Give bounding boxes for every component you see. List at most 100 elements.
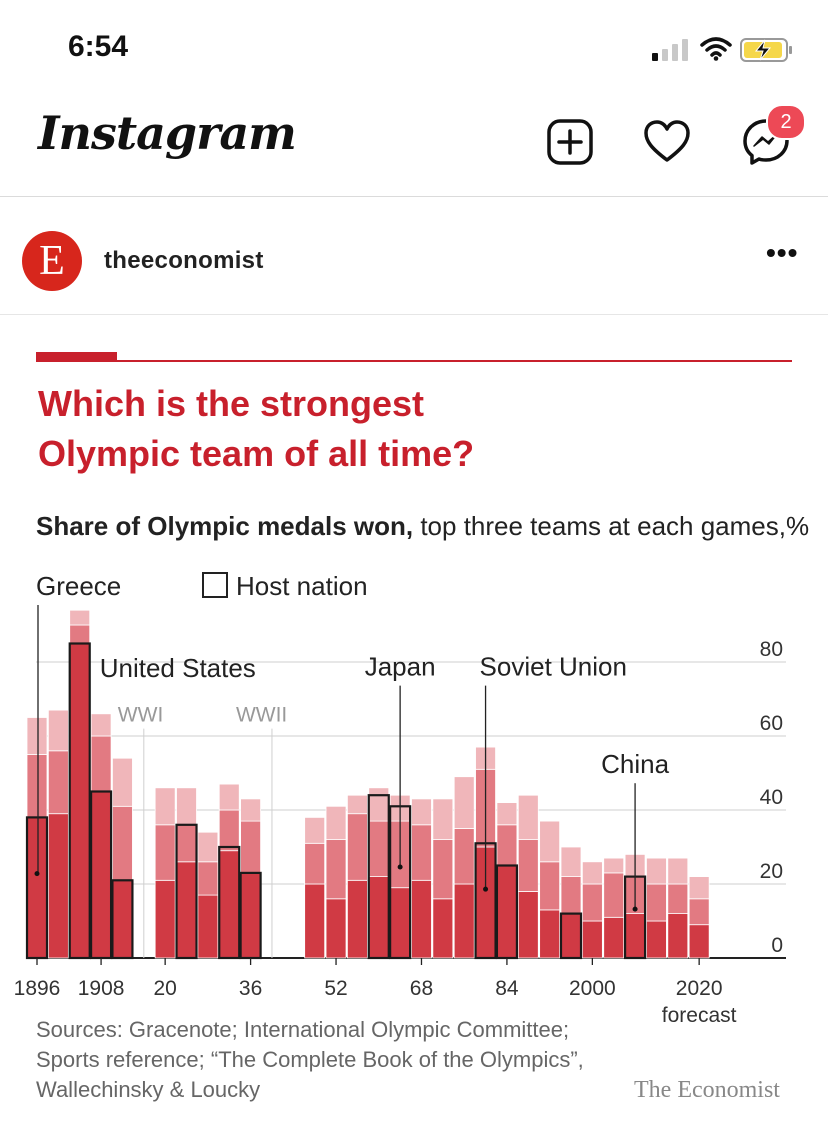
- bar-segment: [389, 887, 411, 959]
- bar-segment: [346, 794, 368, 815]
- bar-segment: [667, 857, 689, 885]
- bar-segment: [411, 798, 432, 826]
- bar-segment: [646, 920, 667, 959]
- bar-segment: [176, 824, 197, 863]
- annotation-dot: [632, 906, 638, 912]
- bar-segment: [304, 842, 326, 885]
- bar-segment: [218, 783, 240, 811]
- bar-segment: [411, 824, 432, 881]
- bar-segment: [112, 879, 133, 959]
- bar-segment: [581, 861, 603, 885]
- headline-line-1: Which is the strongest: [38, 383, 425, 424]
- host-nation-outline: [218, 845, 241, 960]
- host-nation-outline: [367, 794, 390, 960]
- bar-segment: [432, 898, 454, 959]
- status-bar: 6:54: [0, 0, 828, 96]
- y-tick-label: 40: [760, 786, 783, 809]
- heart-icon[interactable]: [643, 118, 691, 166]
- bar-segment: [325, 805, 347, 840]
- instagram-logo[interactable]: Instagram: [38, 106, 297, 160]
- host-nation-outline: [559, 912, 583, 960]
- war-gap-label: WWI: [118, 704, 163, 727]
- bar-segment: [539, 820, 561, 863]
- chart-subtitle: Share of Olympic medals won, top three t…: [36, 511, 809, 542]
- bar-segment: [453, 776, 475, 829]
- host-nation-swatch: [202, 572, 228, 598]
- bar-segment: [240, 798, 262, 822]
- avatar[interactable]: E: [22, 231, 82, 291]
- war-gap-label: WWII: [236, 704, 287, 727]
- annotation-label: Japan: [365, 652, 436, 682]
- bar-segment: [496, 824, 518, 866]
- new-post-icon[interactable]: [546, 118, 594, 166]
- bar-segment: [112, 805, 133, 881]
- subtitle-rest: top three teams at each games,%: [413, 511, 810, 541]
- more-options-icon[interactable]: •••: [766, 237, 799, 268]
- chart-headline: Which is the strongest Olympic team of a…: [38, 379, 474, 479]
- post-username[interactable]: theeconomist: [104, 247, 264, 274]
- annotation-label: China: [601, 749, 669, 779]
- bar-segment: [688, 898, 710, 926]
- y-tick-label: 0: [771, 934, 783, 957]
- bar-segment: [453, 828, 475, 885]
- bar-segment: [453, 883, 475, 959]
- wifi-icon: [700, 37, 732, 61]
- bar-segment: [517, 839, 539, 892]
- bar-segment: [368, 787, 390, 822]
- bar-segment: [688, 924, 710, 959]
- bar-segment: [603, 872, 625, 918]
- bar-segment: [26, 717, 48, 755]
- bar-segment: [218, 850, 240, 959]
- bar-segment: [368, 820, 390, 878]
- bar-segment: [646, 857, 667, 885]
- x-tick-label: 1908: [78, 977, 125, 1000]
- y-tick-label: 20: [760, 860, 783, 883]
- bar-segment: [432, 798, 454, 840]
- x-tick-label: 2020: [676, 977, 723, 1000]
- bar-segment: [154, 879, 176, 959]
- annotation-dot: [397, 864, 403, 870]
- bar-segment: [560, 876, 582, 914]
- annotation-dot: [34, 871, 40, 877]
- x-tick-label: 2000: [569, 977, 616, 1000]
- bar-segment: [218, 809, 240, 852]
- bar-segment: [240, 820, 262, 874]
- annotation-label: Soviet Union: [480, 652, 627, 682]
- battery-charging-icon: [740, 38, 792, 62]
- x-tick-label: 20: [153, 977, 176, 1000]
- sources-line-1: Sources: Gracenote; International Olympi…: [36, 1017, 570, 1042]
- annotation-label: Greece: [36, 571, 121, 601]
- legend-host-label: Host nation: [236, 571, 368, 601]
- x-tick-label: 52: [324, 977, 347, 1000]
- bar-segment: [240, 872, 262, 959]
- chart-sources: Sources: Gracenote; International Olympi…: [36, 1015, 584, 1105]
- bar-segment: [368, 876, 390, 959]
- bar-segment: [47, 750, 69, 815]
- bar-segment: [624, 913, 646, 959]
- bar-segment: [496, 865, 518, 959]
- post-image-chart: Which is the strongest Olympic team of a…: [0, 315, 828, 1142]
- bar-segment: [69, 643, 91, 959]
- bar-segment: [346, 813, 368, 881]
- bar-segment: [325, 898, 347, 959]
- y-tick-label: 60: [760, 712, 783, 735]
- bar-segment: [197, 861, 219, 896]
- bar-segment: [304, 883, 326, 959]
- annotation-dot: [483, 886, 489, 892]
- messages-badge: 2: [766, 104, 806, 140]
- headline-line-2: Olympic team of all time?: [38, 433, 475, 474]
- medal-share-chart: 0 20 40 60 80 WWI WWII Greece United States Japan…: [14, 571, 786, 1027]
- x-tick-label: 68: [410, 977, 433, 1000]
- bar-segment: [69, 624, 91, 644]
- bar-segment: [539, 861, 561, 911]
- bar-segment: [90, 713, 112, 737]
- x-tick-label: 84: [495, 977, 519, 1000]
- host-nation-outline: [111, 879, 134, 960]
- bar-segment: [197, 831, 219, 863]
- bar-segment: [688, 876, 710, 900]
- y-tick-label: 80: [760, 638, 783, 661]
- status-time: 6:54: [68, 30, 129, 63]
- x-tick-note: forecast: [662, 1004, 737, 1027]
- bar-segment: [197, 894, 219, 959]
- subtitle-bold: Share of Olympic medals won,: [36, 511, 414, 541]
